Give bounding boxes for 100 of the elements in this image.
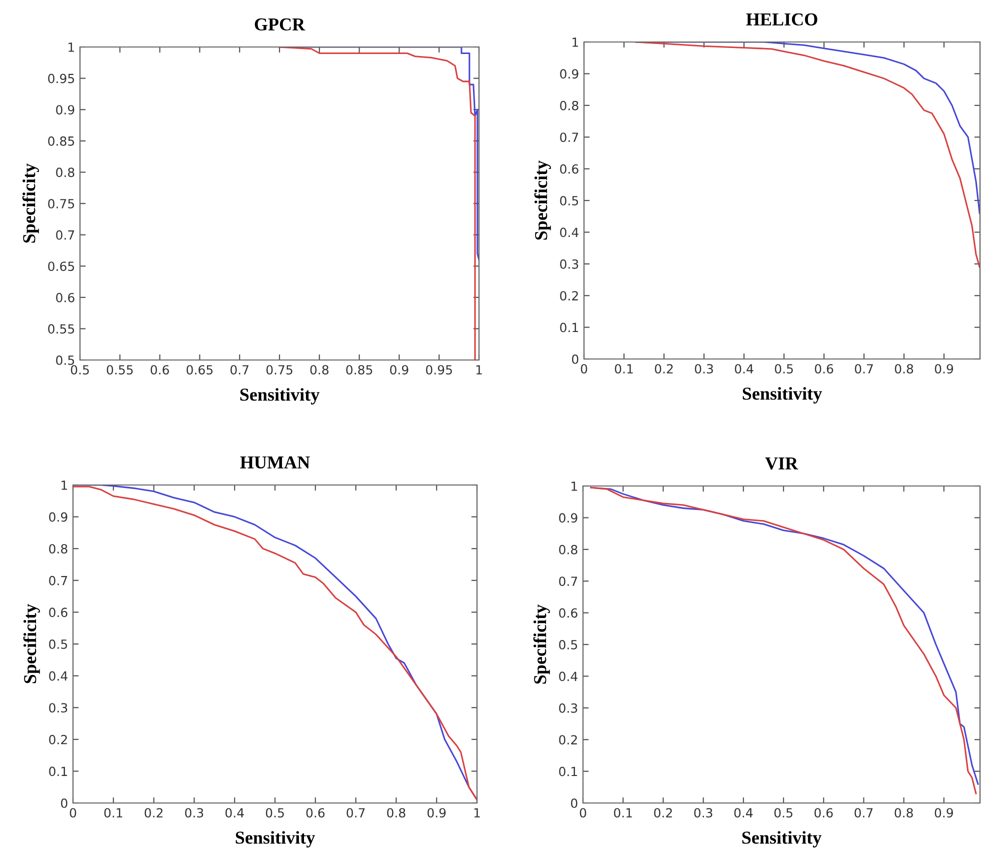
- y-tick-label: 0.5: [559, 640, 578, 650]
- x-tick-label: 0.85: [346, 365, 372, 375]
- y-tick-label: 0.2: [560, 291, 578, 301]
- y-tick-label: 0.1: [560, 322, 578, 332]
- line-series: [73, 485, 477, 801]
- chart-title: HUMAN: [240, 456, 310, 468]
- y-tick-label: 0.9: [560, 69, 578, 79]
- x-tick-label: 0.6: [306, 808, 325, 818]
- x-tick-label: 0.2: [654, 364, 673, 374]
- x-tick-label: 0.7: [230, 365, 248, 375]
- x-tick-label: 0.3: [185, 808, 204, 818]
- x-tick-label: 0.7: [854, 364, 873, 374]
- x-tick-label: 0.1: [104, 808, 122, 818]
- y-tick-label: 0.6: [49, 608, 68, 618]
- y-tick-label: 0.3: [559, 703, 578, 713]
- y-tick-label: 0.6: [560, 164, 578, 174]
- y-tick-label: 0.5: [560, 196, 578, 206]
- x-tick-label: 0.5: [266, 808, 284, 818]
- x-tick-label: 0: [580, 808, 586, 818]
- x-tick-label: 0.3: [694, 364, 713, 374]
- x-tick-label: 0.6: [150, 365, 169, 375]
- y-tick-label: 1: [572, 482, 577, 491]
- y-axis-title: Specificity: [22, 164, 39, 243]
- y-tick-label: 0.5: [49, 639, 68, 649]
- x-tick-label: 0.5: [774, 364, 793, 374]
- x-tick-label: 0.2: [144, 808, 162, 818]
- y-tick-label: 0.6: [56, 292, 74, 302]
- chart-title: GPCR: [254, 18, 306, 31]
- y-tick-label: 0.7: [560, 132, 578, 142]
- y-tick-label: 0.8: [560, 100, 578, 110]
- y-tick-label: 1: [572, 38, 578, 47]
- y-tick-label: 0.3: [560, 259, 578, 269]
- x-tick-label: 0.9: [934, 808, 953, 818]
- y-tick-label: 0.85: [48, 136, 74, 146]
- x-axis-title: Sensitivity: [240, 388, 320, 404]
- x-tick-label: 0.2: [654, 808, 672, 818]
- x-tick-label: 1: [476, 365, 482, 374]
- y-tick-label: 0.7: [559, 576, 578, 586]
- y-tick-label: 0.8: [56, 168, 74, 178]
- y-tick-label: 0.9: [56, 105, 74, 115]
- x-tick-label: 0.5: [70, 365, 89, 375]
- y-tick-label: 0.1: [49, 766, 67, 776]
- x-tick-label: 0.5: [774, 808, 792, 818]
- x-tick-label: 0.4: [734, 364, 754, 374]
- y-tick-label: 0.7: [56, 230, 74, 240]
- y-tick-label: 0.6: [559, 608, 578, 618]
- y-tick-label: 0.1: [559, 766, 577, 776]
- x-tick-label: 0.6: [814, 808, 833, 818]
- x-tick-label: 0.4: [225, 808, 244, 818]
- y-axis-title: Specificity: [23, 604, 40, 684]
- y-tick-label: 0: [61, 798, 68, 808]
- x-tick-label: 0.8: [894, 808, 913, 818]
- line-series: [635, 42, 980, 214]
- x-tick-label: 0.6: [814, 364, 834, 374]
- y-tick-label: 0.7: [49, 576, 68, 586]
- x-tick-label: 0.4: [734, 808, 753, 818]
- y-tick-label: 1: [68, 42, 74, 52]
- x-tick-label: 0.55: [106, 365, 133, 375]
- y-tick-label: 0.9: [559, 513, 578, 523]
- y-axis-title: Specificity: [534, 160, 551, 240]
- x-tick-label: 0.9: [390, 365, 408, 375]
- y-tick-label: 0.65: [48, 262, 74, 272]
- x-tick-label: 0.8: [894, 364, 914, 374]
- y-tick-label: 0.8: [49, 544, 68, 554]
- chart-title: VIR: [765, 458, 798, 470]
- x-tick-label: 0.7: [854, 808, 873, 818]
- y-tick-label: 0.5: [56, 355, 74, 365]
- line-series: [278, 47, 476, 360]
- x-tick-label: 0.95: [426, 365, 452, 375]
- y-tick-label: 0.4: [559, 672, 578, 682]
- x-tick-label: 0.9: [934, 364, 954, 374]
- x-tick-label: 0.7: [346, 808, 365, 818]
- y-tick-label: 0.3: [49, 703, 68, 713]
- x-tick-label: 0: [580, 364, 588, 374]
- line-series: [278, 47, 479, 261]
- y-tick-label: 0.2: [559, 735, 577, 745]
- y-tick-label: 1: [62, 480, 67, 490]
- x-tick-label: 0.8: [310, 365, 328, 375]
- x-tick-label: 0.1: [614, 808, 632, 818]
- y-tick-label: 0.9: [49, 512, 68, 522]
- y-tick-label: 0.4: [49, 671, 68, 681]
- x-tick-label: 0.65: [186, 365, 213, 375]
- x-tick-label: 1: [474, 808, 480, 818]
- y-tick-label: 0.75: [48, 198, 74, 208]
- y-tick-label: 0.55: [48, 324, 74, 334]
- y-tick-label: 0: [572, 354, 578, 364]
- x-axis-title: Sensitivity: [742, 387, 822, 404]
- x-tick-label: 0.3: [694, 808, 712, 818]
- y-tick-label: 0.2: [49, 734, 67, 744]
- x-axis-title: Sensitivity: [236, 831, 315, 848]
- x-axis-title: Sensitivity: [742, 831, 822, 848]
- y-tick-label: 0: [571, 798, 578, 808]
- y-tick-label: 0.95: [48, 74, 74, 84]
- chart-title: HELICO: [746, 13, 818, 26]
- y-tick-label: 0.4: [560, 228, 578, 238]
- x-tick-label: 0.1: [614, 364, 633, 374]
- y-axis-title: Specificity: [533, 604, 550, 684]
- x-tick-label: 0.9: [427, 808, 446, 818]
- x-tick-label: 0.8: [387, 808, 406, 818]
- y-tick-label: 0.8: [559, 544, 578, 554]
